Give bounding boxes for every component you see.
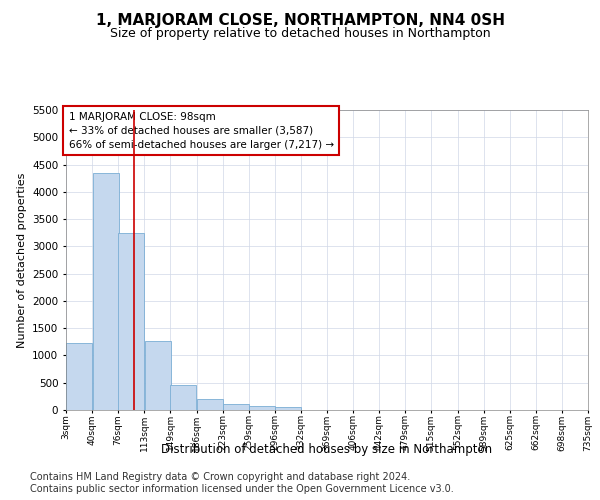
Bar xyxy=(170,385,196,410)
Text: 1, MARJORAM CLOSE, NORTHAMPTON, NN4 0SH: 1, MARJORAM CLOSE, NORTHAMPTON, NN4 0SH xyxy=(95,12,505,28)
Bar xyxy=(223,404,249,410)
Text: Contains public sector information licensed under the Open Government Licence v3: Contains public sector information licen… xyxy=(30,484,454,494)
Bar xyxy=(66,343,92,410)
Text: Distribution of detached houses by size in Northampton: Distribution of detached houses by size … xyxy=(161,442,493,456)
Text: 1 MARJORAM CLOSE: 98sqm
← 33% of detached houses are smaller (3,587)
66% of semi: 1 MARJORAM CLOSE: 98sqm ← 33% of detache… xyxy=(68,112,334,150)
Bar xyxy=(118,232,144,410)
Bar xyxy=(92,172,119,410)
Text: Size of property relative to detached houses in Northampton: Size of property relative to detached ho… xyxy=(110,28,490,40)
Bar xyxy=(145,340,170,410)
Bar xyxy=(249,406,275,410)
Bar xyxy=(197,399,223,410)
Bar xyxy=(275,406,301,410)
Y-axis label: Number of detached properties: Number of detached properties xyxy=(17,172,26,348)
Text: Contains HM Land Registry data © Crown copyright and database right 2024.: Contains HM Land Registry data © Crown c… xyxy=(30,472,410,482)
